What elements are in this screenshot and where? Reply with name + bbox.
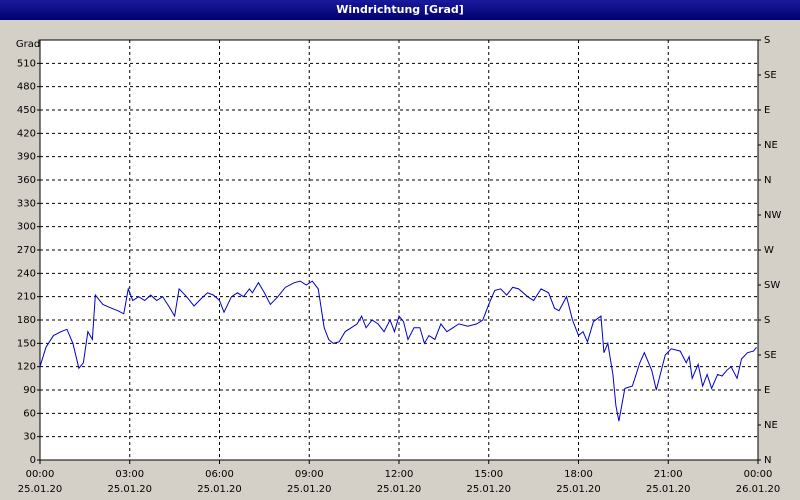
y-tick-label: 510 xyxy=(17,58,36,69)
y-tick-label: 60 xyxy=(23,408,36,419)
title-bar: Windrichtung [Grad] xyxy=(0,0,800,20)
x-tick-label: 09:00 xyxy=(295,469,324,480)
y2-tick-label: NE xyxy=(764,420,778,431)
x-tick-label: 06:00 xyxy=(205,469,234,480)
data-line xyxy=(39,280,757,422)
y-tick-label: 330 xyxy=(17,198,36,209)
x-tick-date: 25.01.20 xyxy=(556,484,601,495)
x-tick-date: 25.01.20 xyxy=(646,484,691,495)
y-tick-label: 210 xyxy=(17,292,36,303)
x-tick-date: 25.01.20 xyxy=(18,484,63,495)
x-tick-date: 26.01.20 xyxy=(736,484,781,495)
y2-tick-label: S xyxy=(764,315,770,326)
x-tick-label: 03:00 xyxy=(115,469,144,480)
y-tick-label: 300 xyxy=(17,222,36,233)
y2-tick-label: SE xyxy=(764,350,777,361)
y-tick-label: 270 xyxy=(17,245,36,256)
x-tick-label: 21:00 xyxy=(654,469,683,480)
y2-tick-label: SE xyxy=(764,70,777,81)
chart: Grad 0 30 60 90 120 150 180 210 240 270 300 330 360 3… xyxy=(16,35,782,495)
x-tick-date: 25.01.20 xyxy=(197,484,242,495)
y2-tick-label: E xyxy=(764,105,770,116)
y2-tick-label: NW xyxy=(764,210,781,221)
y-tick-label: 360 xyxy=(17,175,36,186)
y-tick-label: 390 xyxy=(17,152,36,163)
y2-tick-label: S xyxy=(764,35,770,46)
y-tick-label: 420 xyxy=(17,128,36,139)
y2-tick-label: E xyxy=(764,385,770,396)
y-tick-label: 90 xyxy=(23,385,36,396)
x-tick-label: 12:00 xyxy=(385,469,414,480)
x-tick-label: 00:00 xyxy=(26,469,55,480)
y-tick-label: 180 xyxy=(17,315,36,326)
y-tick-label: 480 xyxy=(17,82,36,93)
y2-tick-label: W xyxy=(764,245,774,256)
x-tick-date: 25.01.20 xyxy=(377,484,422,495)
y-axis-label: Grad xyxy=(16,39,40,50)
y-tick-label: 30 xyxy=(23,432,36,443)
y-tick-label: 120 xyxy=(17,362,36,373)
x-tick-label: 15:00 xyxy=(474,469,503,480)
x-tick-date: 25.01.20 xyxy=(107,484,152,495)
x-tick-label: 18:00 xyxy=(564,469,593,480)
y-tick-label: 150 xyxy=(17,338,36,349)
y2-tick-label: SW xyxy=(764,280,780,291)
x-tick-date: 25.01.20 xyxy=(466,484,511,495)
y-tick-label: 0 xyxy=(30,455,36,466)
y2-tick-label: NE xyxy=(764,140,778,151)
y-tick-label: 240 xyxy=(17,268,36,279)
x-tick-label: 00:00 xyxy=(744,469,773,480)
y-tick-label: 450 xyxy=(17,105,36,116)
x-tick-date: 25.01.20 xyxy=(287,484,332,495)
y2-tick-label: N xyxy=(764,175,771,186)
y2-tick-label: N xyxy=(764,455,771,466)
